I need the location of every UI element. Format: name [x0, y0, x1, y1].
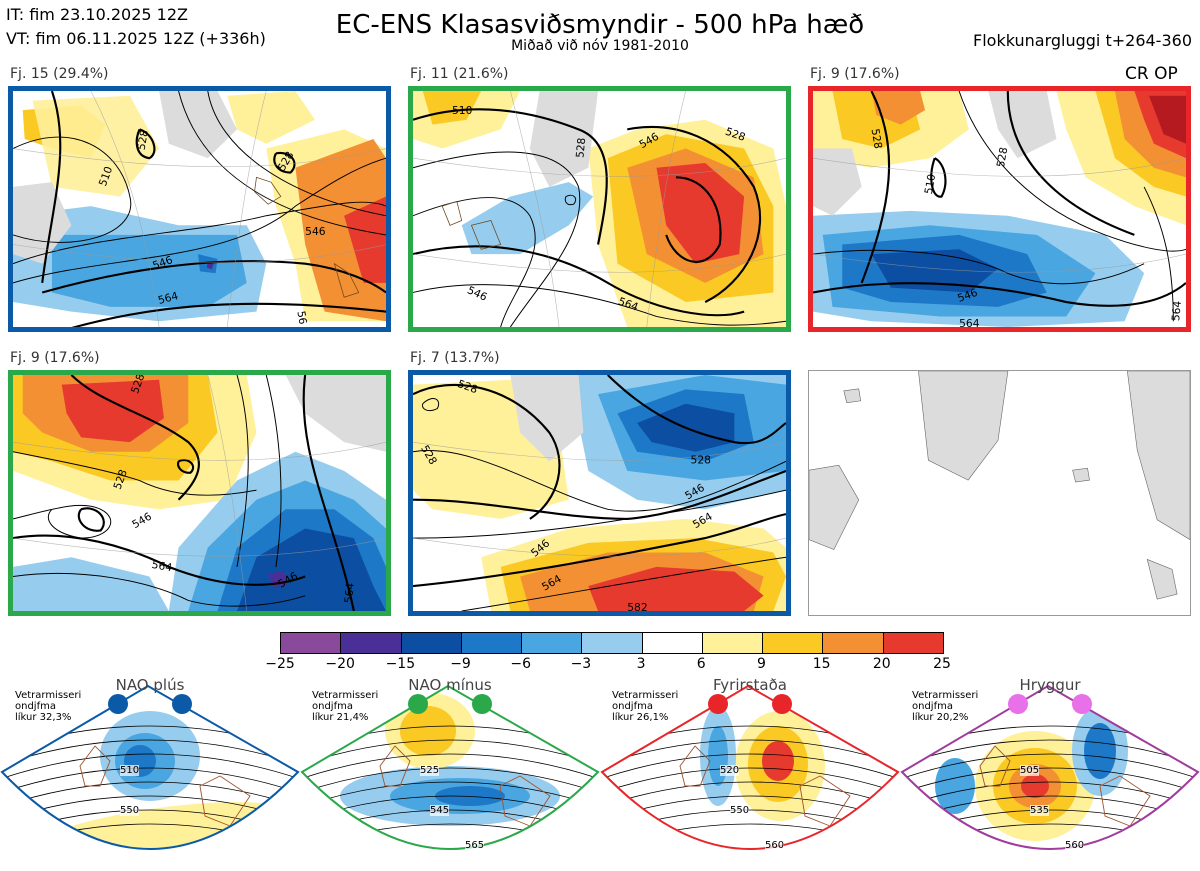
regime-marker-dot — [1072, 694, 1092, 714]
colorbar-segment — [763, 633, 824, 653]
regime-description: Vetrarmisseri — [312, 690, 379, 701]
panel-5-label: Fj. 7 (13.7%) — [410, 350, 500, 366]
p3-contour-3: 528 — [994, 146, 1010, 168]
regime-description: líkur 26,1% — [612, 712, 669, 723]
valid-time: VT: fim 06.11.2025 12Z (+336h) — [6, 29, 266, 48]
colorbar-tick-label: 3 — [636, 656, 646, 672]
regime-marker-dot — [408, 694, 428, 714]
regime-contour-label: 520 — [720, 765, 740, 776]
colorbar-segment — [642, 633, 703, 653]
regime-description: ondjfma — [312, 701, 353, 712]
cluster-map-3: 528 510 528 546 564 564 — [808, 86, 1191, 332]
regime-2: 525 545 565 Vetrarmisseri ondjfma líkur 21,4%… — [300, 676, 600, 871]
regime-contour-label: 505 — [1020, 765, 1040, 776]
regime-title: Fyrirstaða — [713, 676, 787, 694]
p2-contour-5: 546 — [465, 283, 489, 303]
colorbar-tick-label: −20 — [325, 656, 355, 672]
cluster-map-1: 510 528 528 546 546 564 56 — [8, 86, 391, 332]
regime-description: ondjfma — [912, 701, 953, 712]
colorbar-tick-label: 15 — [812, 656, 831, 672]
regime-description: ondjfma — [15, 701, 56, 712]
regime-description: líkur 20,2% — [912, 712, 969, 723]
classification-window: Flokkunargluggi t+264-360 — [973, 31, 1192, 50]
control-run-tag: CR OP — [1125, 64, 1178, 84]
page-subtitle: Miðað við nóv 1981-2010 — [511, 38, 689, 54]
colorbar-segment — [461, 633, 523, 653]
p1-contour-6: 564 — [156, 289, 179, 307]
regime-contour-label: 510 — [120, 765, 140, 776]
regime-description: Vetrarmisseri — [612, 690, 679, 701]
colorbar-tick-label: 25 — [933, 656, 951, 672]
colorbar-tick-label: −25 — [265, 656, 295, 672]
cluster-map-2: 510 528 528 546 546 564 — [408, 86, 791, 332]
regime-contour-label: 565 — [465, 840, 485, 851]
regime-description: Vetrarmisseri — [15, 690, 82, 701]
regime-marker-dot — [1008, 694, 1028, 714]
regime-description: líkur 21,4% — [312, 712, 369, 723]
regime-description: ondjfma — [612, 701, 653, 712]
regime-marker-dot — [108, 694, 128, 714]
colorbar-segment — [883, 633, 943, 653]
p1-contour-4: 546 — [305, 225, 326, 238]
regime-contour-label: 535 — [1030, 805, 1050, 816]
colorbar — [280, 632, 944, 654]
colorbar-tick-label: 9 — [756, 656, 766, 672]
colorbar-tick-label: 20 — [872, 656, 891, 672]
p2-contour-1: 510 — [452, 104, 473, 117]
page-title: EC-ENS Klasasviðsmyndir - 500 hPa hæð — [335, 10, 865, 40]
cluster-map-4: 528 528 546 564 546 564 — [8, 370, 391, 616]
regime-marker-dot — [708, 694, 728, 714]
colorbar-tick-label: −9 — [450, 656, 471, 672]
regime-1: 510 550 Vetrarmisseri ondjfma líkur 32,3% NAO… — [0, 676, 300, 871]
regime-title: Hryggur — [1019, 676, 1081, 694]
p1-contour-7: 56 — [294, 310, 309, 326]
colorbar-tick-label: −6 — [510, 656, 532, 672]
p1-contour-2: 528 — [135, 129, 151, 151]
p5-contour-4: 528 — [691, 453, 712, 466]
base-map — [808, 370, 1191, 616]
regime-3: 520 550 560 Vetrarmisseri ondjfma líkur 26,1%… — [600, 676, 900, 871]
regime-title: NAO plús — [115, 676, 185, 694]
regime-description: líkur 32,3% — [15, 712, 72, 723]
cluster-map-5: 528 528 546 528 546 564 564 582 — [408, 370, 791, 616]
p4-contour-3: 546 — [130, 510, 154, 531]
colorbar-segment — [522, 633, 583, 653]
panel-2-label: Fj. 11 (21.6%) — [410, 66, 509, 82]
colorbar-segment — [823, 633, 884, 653]
colorbar-segment — [281, 633, 342, 653]
colorbar-segment — [582, 633, 643, 653]
regime-contour-label: 560 — [765, 840, 785, 851]
panel-4-label: Fj. 9 (17.6%) — [10, 350, 100, 366]
p3-contour-5: 564 — [959, 317, 980, 327]
regime-schematics: 510 550 Vetrarmisseri ondjfma líkur 32,3% NAO… — [0, 676, 1200, 871]
p2-contour-2: 528 — [573, 137, 588, 158]
colorbar-tick-label: −3 — [570, 656, 592, 672]
p3-contour-6: 564 — [1169, 300, 1184, 321]
regime-title: NAO mínus — [408, 676, 492, 694]
colorbar-segment — [341, 633, 402, 653]
regime-description: Vetrarmisseri — [912, 690, 979, 701]
regime-4: 505 535 560 Vetrarmisseri ondjfma líkur 20,2%… — [900, 676, 1200, 871]
init-time: IT: fim 23.10.2025 12Z — [6, 5, 188, 24]
colorbar-segment — [702, 633, 764, 653]
regime-marker-dot — [772, 694, 792, 714]
regime-contour-label: 550 — [730, 805, 750, 816]
colorbar-ticks: −25 −20 −15 −9 −6 −3 3 6 9 15 20 25 — [0, 656, 1200, 674]
p5-contour-8: 582 — [627, 601, 647, 611]
regime-marker-dot — [172, 694, 192, 714]
panel-1-label: Fj. 15 (29.4%) — [10, 66, 109, 82]
p3-contour-2: 510 — [922, 173, 938, 195]
regime-contour-label: 560 — [1065, 840, 1085, 851]
regime-contour-label: 550 — [120, 805, 140, 816]
regime-contour-label: 545 — [430, 805, 450, 816]
p4-contour-6: 564 — [342, 582, 357, 603]
regime-contour-label: 525 — [420, 765, 440, 776]
colorbar-tick-label: −15 — [385, 656, 416, 672]
colorbar-tick-label: 6 — [696, 656, 706, 672]
colorbar-segment — [401, 633, 462, 653]
regime-marker-dot — [472, 694, 492, 714]
p4-contour-4: 564 — [151, 558, 174, 574]
p3-contour-1: 528 — [868, 128, 884, 150]
panel-3-label: Fj. 9 (17.6%) — [810, 66, 900, 82]
